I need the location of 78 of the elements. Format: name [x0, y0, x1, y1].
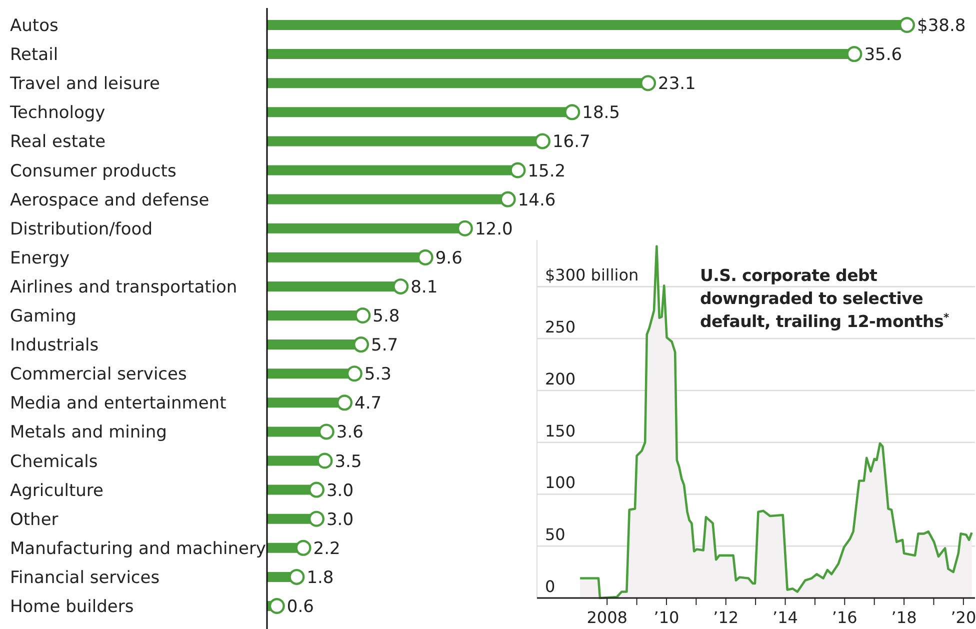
y-tick-label: 0 — [545, 577, 556, 596]
data-label: 16.7 — [552, 132, 590, 152]
data-label: 2.2 — [313, 538, 340, 559]
point — [846, 46, 862, 62]
y-tick-label: Consumer products — [10, 161, 176, 182]
point — [346, 366, 362, 382]
point — [336, 394, 353, 411]
x-tick-label: ’10 — [654, 608, 680, 627]
point — [318, 424, 334, 440]
y-tick-label: Distribution/food — [10, 219, 152, 240]
point — [268, 598, 285, 614]
y-tick-label: Travel and leisure — [9, 74, 160, 94]
y-tick-label: Chemicals — [10, 452, 98, 472]
point — [308, 482, 324, 498]
y-tick-label: Retail — [10, 45, 58, 66]
point — [417, 249, 434, 266]
y-tick-label: Technology — [9, 103, 106, 124]
data-label: 1.8 — [306, 568, 334, 588]
x-tick-label: ’12 — [713, 608, 739, 627]
point — [295, 540, 312, 556]
y-tick-label: Gaming — [10, 306, 76, 326]
point — [316, 452, 333, 469]
text: U.S. corporate debt downgraded to selective default, trailing 12-months$^{*}$ — [700, 266, 950, 331]
y-tick-label: Metals and mining — [10, 422, 167, 443]
point — [500, 191, 516, 208]
point — [640, 75, 656, 92]
y-tick-label: Agriculture — [10, 480, 104, 501]
point — [534, 133, 550, 150]
data-label: 5.3 — [364, 364, 392, 385]
y-tick-label: Real estate — [10, 132, 106, 152]
y-tick-label: Energy — [10, 248, 70, 268]
point — [510, 162, 526, 178]
data-label: 35.6 — [864, 45, 902, 66]
data-label: 5.7 — [371, 336, 398, 356]
point — [392, 278, 409, 294]
y-tick-label: Autos — [10, 16, 58, 36]
x-tick-label: 2008 — [586, 608, 628, 627]
x-tick-label: ’14 — [772, 608, 798, 627]
y-tick-label: Aerospace and defense — [10, 190, 210, 210]
data-label: 3.5 — [334, 452, 362, 472]
point — [288, 568, 305, 585]
x-tick-label: ’18 — [891, 608, 917, 627]
data-label: 3.6 — [336, 422, 364, 443]
point — [456, 220, 473, 236]
data-label: 0.6 — [286, 597, 314, 617]
y-tick-label: Media and entertainment — [10, 394, 227, 414]
y-tick-label: Airlines and transportation — [10, 277, 238, 298]
y-tick-label: 250 — [545, 318, 576, 337]
point — [308, 510, 324, 527]
x-tick-label: ’20 — [950, 608, 976, 627]
y-tick-label: 200 — [545, 369, 576, 388]
point — [354, 308, 371, 324]
data-label: 3.0 — [326, 480, 354, 501]
data-label: 12.0 — [474, 219, 513, 240]
point — [353, 336, 370, 353]
y-tick-label: 100 — [545, 473, 576, 492]
data-label: 23.1 — [658, 74, 696, 94]
y-tick-label: Home builders — [10, 597, 134, 617]
data-label: 15.2 — [528, 161, 566, 182]
y-tick-label: Manufacturing and machinery — [10, 538, 266, 559]
x-tick-label: ’16 — [832, 608, 858, 627]
data-label: 4.7 — [354, 394, 382, 414]
data-label: 8.1 — [410, 277, 438, 298]
y-tick-label: $300 billion — [545, 266, 639, 285]
data-label: $38.8 — [917, 16, 966, 36]
data-label: 14.6 — [518, 190, 556, 210]
y-tick-label: Commercial services — [10, 364, 187, 385]
data-label: 18.5 — [582, 103, 620, 124]
y-tick-label: Industrials — [10, 336, 99, 356]
data-label: 3.0 — [326, 510, 354, 530]
y-tick-label: Financial services — [10, 568, 160, 588]
data-label: 5.8 — [372, 306, 400, 326]
data-label: 9.6 — [435, 248, 462, 268]
y-tick-label: 150 — [545, 421, 576, 440]
y-tick-label: Other — [10, 510, 58, 530]
point — [898, 17, 916, 33]
y-tick-label: 50 — [545, 525, 566, 544]
point — [564, 104, 580, 120]
